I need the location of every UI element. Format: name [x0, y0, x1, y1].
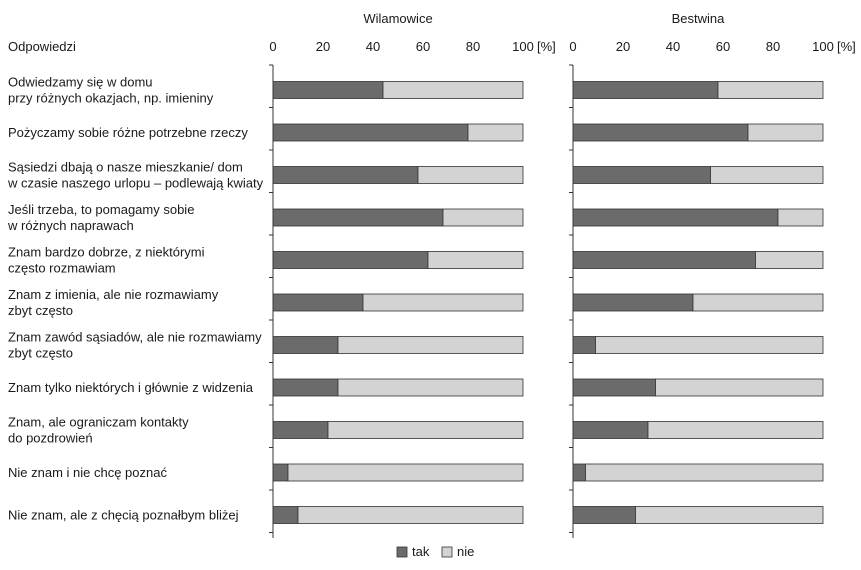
category-label: przy różnych okazjach, np. imieniny: [8, 91, 214, 106]
bar-tak: [572, 336, 596, 354]
bar-nie: [467, 123, 524, 142]
category-label: Znam zawód sąsiadów, ale nie rozmawiamy: [8, 330, 262, 345]
bar-nie: [362, 293, 524, 312]
x-tick-label: 60: [416, 39, 430, 54]
bar-nie: [747, 123, 824, 142]
x-tick-label: 0: [269, 39, 276, 54]
bar-tak: [572, 251, 756, 269]
bar-tak: [272, 208, 444, 227]
category-label: Pożyczamy sobie różne potrzebne rzeczy: [8, 125, 248, 140]
x-tick-label: 40: [366, 39, 380, 54]
legend-swatch-nie: [441, 546, 453, 558]
category-label: Nie znam, ale z chęcią poznałbym bliżej: [8, 508, 239, 523]
bar-tak: [272, 336, 339, 354]
bar-tak: [272, 123, 469, 142]
bar-nie: [755, 251, 824, 269]
bar-nie: [442, 208, 524, 227]
legend-swatch-tak: [396, 546, 408, 558]
bar-nie: [717, 81, 824, 99]
bar-nie: [427, 251, 524, 269]
bar-nie: [417, 166, 524, 184]
x-tick-label: 80: [766, 39, 780, 54]
bar-tak: [272, 378, 339, 397]
bar-tak: [272, 166, 419, 184]
panel-title-bestwina: Bestwina: [672, 11, 726, 26]
bar-tak: [272, 506, 299, 524]
bar-tak: [572, 123, 749, 142]
bar-nie: [635, 506, 824, 524]
x-tick-label: 20: [316, 39, 330, 54]
category-label: zbyt często: [8, 346, 73, 361]
category-label: zbyt często: [8, 303, 73, 318]
bar-nie: [777, 208, 824, 227]
x-unit-label: [%]: [537, 39, 556, 54]
x-tick-label: 40: [666, 39, 680, 54]
category-label: Nie znam i nie chcę poznać: [8, 465, 167, 480]
header-label: Odpowiedzi: [8, 39, 76, 54]
bar-nie: [382, 81, 524, 99]
category-label: Znam bardzo dobrze, z niektórymi: [8, 245, 205, 260]
bar-tak: [272, 251, 429, 269]
category-label: w czasie naszego urlopu – podlewają kwia…: [7, 176, 264, 191]
bar-nie: [337, 378, 524, 397]
category-label: Znam, ale ograniczam kontakty: [8, 415, 189, 430]
bar-tak: [572, 506, 636, 524]
bar-tak: [572, 378, 656, 397]
bar-nie: [710, 166, 824, 184]
bar-nie: [337, 336, 524, 354]
x-tick-label: 0: [569, 39, 576, 54]
bar-nie: [595, 336, 824, 354]
bar-tak: [272, 81, 384, 99]
bar-tak: [572, 421, 649, 439]
bar-tak: [572, 463, 586, 482]
bar-tak: [272, 421, 329, 439]
bar-tak: [572, 293, 694, 312]
category-label: Znam tylko niektórych i głównie z widzen…: [8, 380, 254, 395]
bar-nie: [647, 421, 824, 439]
x-tick-label: 100: [512, 39, 534, 54]
bar-nie: [655, 378, 824, 397]
category-label: w różnych naprawach: [7, 218, 134, 233]
bar-tak: [572, 166, 711, 184]
category-label: Odwiedzamy się w domu: [8, 75, 153, 90]
bar-tak: [572, 81, 719, 99]
legend-label-tak: tak: [412, 544, 430, 559]
legend-label-nie: nie: [457, 544, 474, 559]
x-unit-label: [%]: [837, 39, 856, 54]
panel-title-wilamowice: Wilamowice: [363, 11, 432, 26]
bar-tak: [272, 293, 364, 312]
bar-tak: [572, 208, 779, 227]
category-label: do pozdrowień: [8, 431, 93, 446]
bar-tak: [272, 463, 289, 482]
bar-nie: [585, 463, 824, 482]
category-label: Znam z imienia, ale nie rozmawiamy: [8, 287, 219, 302]
bar-nie: [287, 463, 524, 482]
category-label: często rozmawiam: [8, 261, 116, 276]
category-label: Sąsiedzi dbają o nasze mieszkanie/ dom: [8, 160, 243, 175]
bar-nie: [327, 421, 524, 439]
bar-nie: [297, 506, 524, 524]
bar-nie: [692, 293, 824, 312]
x-tick-label: 100: [812, 39, 834, 54]
x-tick-label: 20: [616, 39, 630, 54]
x-tick-label: 60: [716, 39, 730, 54]
category-label: Jeśli trzeba, to pomagamy sobie: [8, 202, 194, 217]
x-tick-label: 80: [466, 39, 480, 54]
